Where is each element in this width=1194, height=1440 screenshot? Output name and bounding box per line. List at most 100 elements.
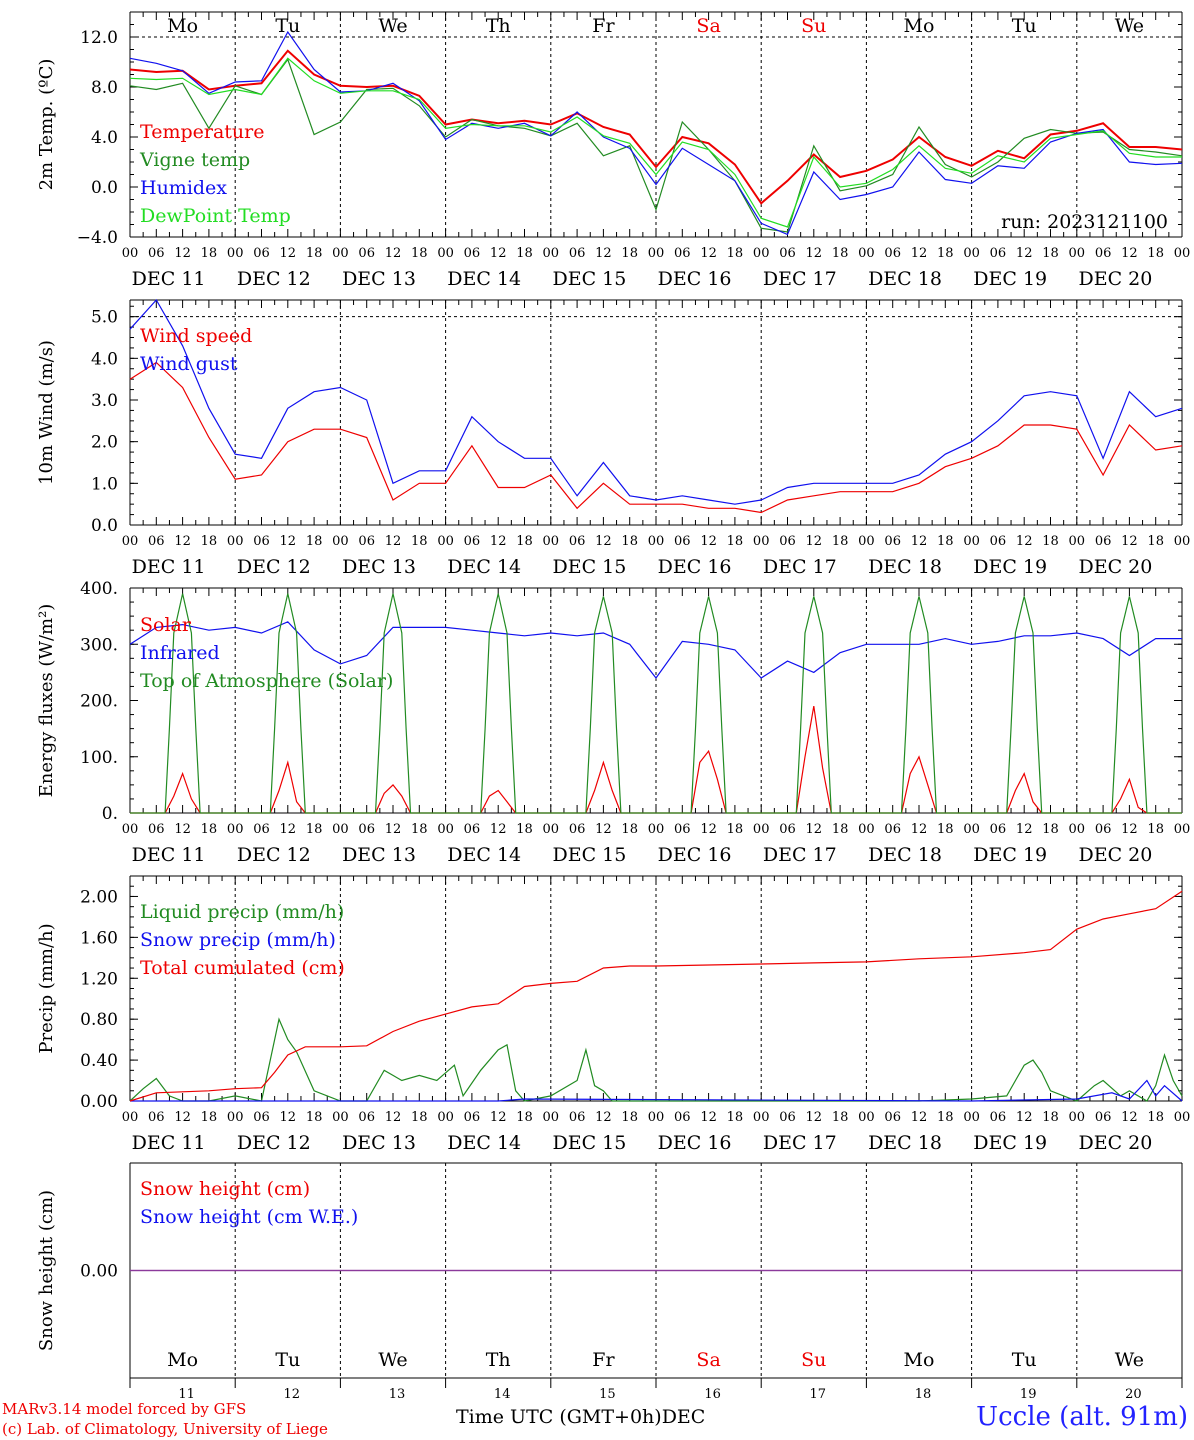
weekday-label-top: Mo (167, 15, 198, 37)
hour-tick-label: 18 (306, 246, 323, 261)
hour-tick-label: 12 (1016, 534, 1033, 549)
hour-tick-label: 12 (490, 1110, 507, 1125)
series-line (129, 1017, 1183, 1102)
hour-tick-label: 00 (753, 246, 770, 261)
hour-tick-label: 00 (1069, 534, 1086, 549)
legend-label: Wind gust (140, 353, 238, 375)
hour-tick-label: 12 (911, 246, 928, 261)
hour-tick-label: 06 (464, 534, 481, 549)
hour-tick-label: 00 (332, 822, 349, 837)
hour-tick-label: 12 (1016, 822, 1033, 837)
date-label: DEC 16 (658, 1132, 732, 1154)
hour-tick-label: 12 (385, 534, 402, 549)
hour-tick-label: 06 (464, 246, 481, 261)
hour-tick-label: 06 (990, 246, 1007, 261)
hour-tick-label: 00 (543, 1110, 560, 1125)
hour-tick-label: 00 (963, 1110, 980, 1125)
hour-tick-label: 00 (1174, 246, 1191, 261)
hour-tick-label: 18 (411, 534, 428, 549)
date-label: DEC 11 (132, 268, 206, 290)
series-line (130, 1079, 1183, 1102)
hour-tick-label: 00 (332, 534, 349, 549)
hour-tick-label: 06 (569, 246, 586, 261)
hour-tick-label: 18 (727, 1110, 744, 1125)
hour-tick-label: 00 (858, 246, 875, 261)
weekday-label-top: Tu (275, 15, 300, 37)
date-label: DEC 12 (237, 1132, 311, 1154)
hour-tick-label: 00 (227, 822, 244, 837)
hour-tick-label: 06 (148, 246, 165, 261)
hour-tick-label: 12 (490, 822, 507, 837)
legend-label: Snow precip (mm/h) (140, 929, 336, 951)
day-number-label: 18 (915, 1387, 932, 1400)
hour-tick-label: 18 (1042, 1110, 1059, 1125)
hour-tick-label: 06 (1095, 1110, 1112, 1125)
y-tick-label: 0. (102, 804, 118, 824)
y-tick-label: 200. (80, 692, 118, 712)
date-label: DEC 11 (132, 1132, 206, 1154)
legend-label: Snow height (cm) (140, 1178, 310, 1200)
hour-tick-label: 00 (227, 534, 244, 549)
hour-tick-label: 12 (1121, 246, 1138, 261)
weekday-label-bottom: Su (801, 1349, 826, 1371)
hour-tick-label: 00 (1174, 534, 1191, 549)
hour-tick-label: 00 (753, 822, 770, 837)
hour-tick-label: 12 (595, 246, 612, 261)
hour-tick-label: 06 (674, 822, 691, 837)
hour-tick-label: 18 (411, 1110, 428, 1125)
run-label: run: 2023121100 (1001, 211, 1168, 233)
date-label: DEC 15 (552, 844, 626, 866)
date-label: DEC 14 (447, 844, 521, 866)
weekday-label-bottom: Tu (275, 1349, 300, 1371)
hour-tick-label: 06 (779, 822, 796, 837)
hour-tick-label: 00 (543, 534, 560, 549)
hour-tick-label: 00 (1069, 1110, 1086, 1125)
y-tick-label: 1.0 (91, 474, 118, 494)
date-label: DEC 12 (237, 268, 311, 290)
hour-tick-label: 00 (437, 1110, 454, 1125)
y-tick-label: 300. (80, 635, 118, 655)
hour-tick-label: 00 (648, 534, 665, 549)
hour-tick-label: 12 (280, 1110, 297, 1125)
series-line (129, 58, 1183, 233)
date-label: DEC 20 (1078, 556, 1152, 578)
hour-tick-label: 00 (858, 1110, 875, 1125)
date-label: DEC 15 (552, 556, 626, 578)
hour-tick-label: 00 (122, 534, 139, 549)
hour-tick-label: 18 (201, 1110, 218, 1125)
hour-tick-label: 12 (595, 1110, 612, 1125)
series-line (129, 361, 1183, 514)
hour-tick-label: 18 (516, 534, 533, 549)
weekday-label-bottom: Mo (904, 1349, 935, 1371)
hour-tick-label: 00 (122, 246, 139, 261)
hour-tick-label: 12 (385, 822, 402, 837)
day-number-label: 20 (1125, 1387, 1142, 1400)
hour-tick-label: 06 (1095, 534, 1112, 549)
model-credit: MARv3.14 model forced by GFS (2, 1400, 247, 1418)
y-tick-label: 8.0 (91, 78, 118, 98)
hour-tick-label: 06 (253, 246, 270, 261)
date-label: DEC 15 (552, 1132, 626, 1154)
weekday-label-top: We (378, 15, 407, 37)
hour-tick-label: 18 (937, 534, 954, 549)
hour-tick-label: 18 (516, 822, 533, 837)
hour-tick-label: 06 (569, 822, 586, 837)
weekday-label-top: Su (801, 15, 826, 37)
day-number-label: 12 (284, 1387, 301, 1400)
hour-tick-label: 06 (253, 1110, 270, 1125)
hour-tick-label: 06 (464, 1110, 481, 1125)
date-label: DEC 12 (237, 844, 311, 866)
hour-tick-label: 18 (306, 534, 323, 549)
hour-tick-label: 12 (1121, 1110, 1138, 1125)
hour-tick-label: 00 (648, 246, 665, 261)
date-label: DEC 19 (973, 844, 1047, 866)
hour-tick-label: 18 (727, 246, 744, 261)
hour-tick-label: 00 (858, 534, 875, 549)
hour-tick-label: 18 (727, 822, 744, 837)
time-axis-title: Time UTC (GMT+0h)DEC (456, 1406, 705, 1428)
hour-tick-label: 00 (648, 822, 665, 837)
hour-tick-label: 06 (569, 534, 586, 549)
y-tick-label: 0.00 (80, 1262, 118, 1282)
hour-tick-label: 06 (358, 1110, 375, 1125)
day-number-label: 16 (704, 1387, 721, 1400)
